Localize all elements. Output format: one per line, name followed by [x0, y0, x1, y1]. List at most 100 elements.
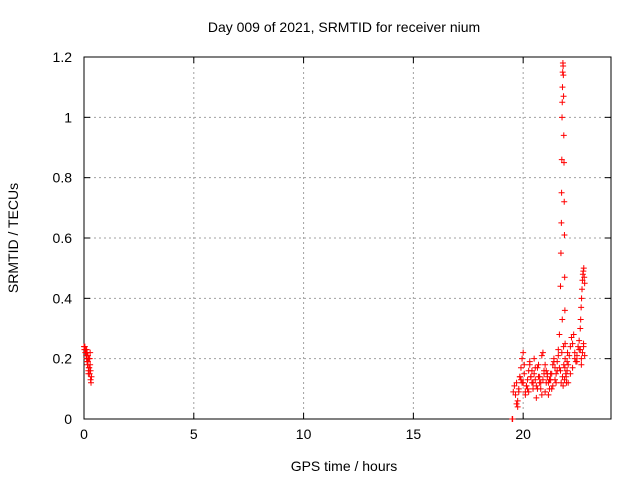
data-point: [560, 382, 567, 389]
data-point: [560, 132, 567, 139]
data-point: [559, 84, 566, 91]
data-point: [575, 343, 582, 350]
data-point: [513, 400, 520, 407]
data-point: [567, 370, 574, 377]
data-point: [547, 370, 554, 377]
chart-title: Day 009 of 2021, SRMTID for receiver niu…: [208, 19, 480, 35]
data-point: [557, 250, 564, 257]
data-point: [517, 364, 524, 371]
data-point: [87, 349, 94, 356]
data-point: [541, 367, 548, 374]
data-point: [559, 114, 566, 121]
data-point: [560, 72, 567, 79]
data-point: [557, 367, 564, 374]
data-point: [564, 358, 571, 365]
data-point: [573, 352, 580, 359]
data-point: [578, 355, 585, 362]
data-point: [542, 388, 549, 395]
data-point: [558, 379, 565, 386]
y-tick-labels: 0 0.2 0.4 0.6 0.8 1 1.2: [53, 49, 73, 427]
data-point: [558, 156, 565, 163]
data-point: [525, 388, 532, 395]
data-point: [577, 325, 584, 332]
data-point: [570, 331, 577, 338]
data-point: [553, 379, 560, 386]
data-point: [548, 385, 555, 392]
data-point: [530, 379, 537, 386]
data-point: [569, 340, 576, 347]
data-point: [561, 364, 568, 371]
data-point: [567, 343, 574, 350]
y-tick-label: 0.2: [53, 351, 73, 367]
data-point: [580, 265, 587, 272]
data-point: [559, 316, 566, 323]
x-tick-label: 10: [296, 426, 312, 442]
x-tick-label: 0: [80, 426, 88, 442]
data-point: [561, 376, 568, 383]
data-point: [513, 379, 520, 386]
data-point: [556, 364, 563, 371]
data-point: [561, 274, 568, 281]
y-axis-label: SRMTID / TECUs: [5, 183, 21, 293]
data-point: [560, 93, 567, 100]
data-point: [85, 370, 92, 377]
data-point: [550, 358, 557, 365]
data-point: [557, 283, 564, 290]
data-point: [528, 367, 535, 374]
data-point: [533, 394, 540, 401]
data-point: [553, 370, 560, 377]
data-point: [546, 376, 553, 383]
data-point: [561, 307, 568, 314]
data-point: [86, 355, 93, 362]
data-point: [512, 391, 519, 398]
data-point: [568, 334, 575, 341]
y-tick-label: 0.6: [53, 230, 73, 246]
data-point: [555, 346, 562, 353]
data-point: [522, 391, 529, 398]
data-point: [563, 373, 570, 380]
data-point: [558, 189, 565, 196]
data-point: [552, 376, 559, 383]
x-tick-label: 5: [190, 426, 198, 442]
data-point: [555, 352, 562, 359]
data-point: [521, 361, 528, 368]
data-point: [569, 364, 576, 371]
data-point: [539, 349, 546, 356]
data-point: [532, 364, 539, 371]
data-point: [532, 376, 539, 383]
y-tick-label: 0.4: [53, 290, 73, 306]
y-tick-label: 0.8: [53, 170, 73, 186]
data-point: [87, 361, 94, 368]
data-point: [527, 373, 534, 380]
data-point: [558, 219, 565, 226]
data-point: [514, 403, 521, 410]
data-point: [578, 295, 585, 302]
data-point: [561, 159, 568, 166]
data-point: [538, 391, 545, 398]
data-point: [520, 349, 527, 356]
data-point: [531, 355, 538, 362]
data-point: [83, 346, 90, 353]
data-point: [559, 69, 566, 76]
data-point: [571, 355, 578, 362]
data-point: [576, 337, 583, 344]
data-point: [88, 379, 95, 386]
data-point: [84, 352, 91, 359]
data-point: [571, 349, 578, 356]
data-point: [533, 382, 540, 389]
data-point: [562, 340, 569, 347]
data-point: [559, 99, 566, 106]
data-point: [88, 373, 95, 380]
data-point: [579, 349, 586, 356]
data-point: [538, 352, 545, 359]
data-point: [561, 198, 568, 205]
data-point: [549, 382, 556, 389]
data-point: [578, 304, 585, 311]
x-tick-labels: 0 5 10 15 20: [80, 426, 531, 442]
x-tick-label: 15: [406, 426, 422, 442]
data-point: [576, 346, 583, 353]
data-point: [537, 379, 544, 386]
data-point: [543, 379, 550, 386]
data-point: [526, 358, 533, 365]
